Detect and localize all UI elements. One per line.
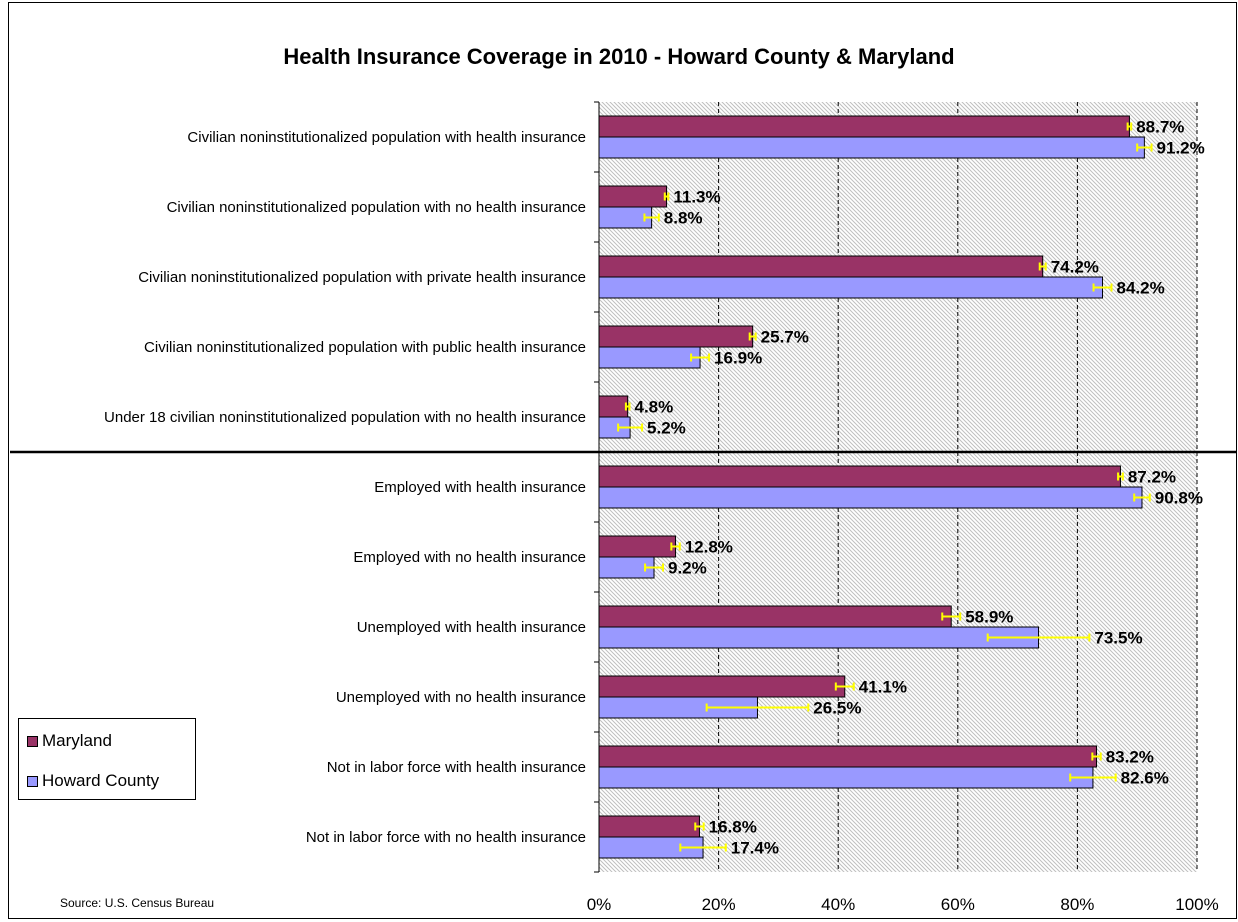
data-label: 4.8% bbox=[634, 398, 673, 417]
legend-label-maryland: Maryland bbox=[42, 731, 112, 750]
data-label: 5.2% bbox=[647, 419, 686, 438]
bar-maryland bbox=[598, 395, 629, 418]
bar-maryland bbox=[598, 535, 677, 558]
legend-item-maryland: Maryland bbox=[27, 731, 112, 751]
data-label: 25.7% bbox=[761, 328, 809, 347]
category-label: Not in labor force with no health insura… bbox=[306, 829, 586, 846]
legend-swatch-howard-county bbox=[27, 775, 38, 787]
category-label: Not in labor force with health insurance bbox=[327, 759, 586, 776]
data-label: 41.1% bbox=[859, 678, 907, 697]
legend-swatch-maryland bbox=[27, 735, 38, 747]
x-tick-label-80: 80% bbox=[1060, 895, 1094, 914]
x-tick-label-100: 100% bbox=[1175, 895, 1218, 914]
data-label: 91.2% bbox=[1157, 139, 1205, 158]
category-label: Unemployed with no health insurance bbox=[336, 689, 586, 706]
category-label: Civilian noninstitutionalized population… bbox=[144, 339, 586, 356]
data-label: 73.5% bbox=[1094, 629, 1142, 648]
bar-maryland bbox=[598, 255, 1044, 278]
category-label: Unemployed with health insurance bbox=[357, 619, 586, 636]
legend: Maryland Howard County bbox=[18, 718, 196, 800]
legend-item-howard-county: Howard County bbox=[27, 771, 159, 791]
bar-howard-county bbox=[598, 346, 701, 369]
data-label: 87.2% bbox=[1128, 468, 1176, 487]
category-label: Civilian noninstitutionalized population… bbox=[138, 269, 586, 286]
bar-maryland bbox=[598, 815, 700, 838]
data-label: 12.8% bbox=[685, 538, 733, 557]
bar-howard-county bbox=[598, 766, 1094, 789]
data-label: 11.3% bbox=[673, 188, 720, 207]
bar-maryland bbox=[598, 185, 668, 208]
category-label: Employed with no health insurance bbox=[353, 549, 586, 566]
legend-label-howard-county: Howard County bbox=[42, 771, 160, 790]
bar-maryland bbox=[598, 745, 1098, 768]
data-label: 16.9% bbox=[714, 349, 762, 368]
data-label: 58.9% bbox=[965, 608, 1013, 627]
data-label: 17.4% bbox=[731, 839, 779, 858]
data-label: 26.5% bbox=[813, 699, 861, 718]
data-label: 88.7% bbox=[1136, 118, 1184, 137]
bar-howard-county bbox=[598, 276, 1104, 299]
data-label: 84.2% bbox=[1116, 279, 1164, 298]
data-label: 8.8% bbox=[664, 209, 703, 228]
bar-maryland bbox=[598, 465, 1121, 488]
data-label: 83.2% bbox=[1106, 748, 1154, 767]
bar-howard-county bbox=[598, 486, 1143, 509]
x-tick-label-0: 0% bbox=[587, 895, 612, 914]
data-label: 16.8% bbox=[709, 818, 757, 837]
bar-maryland bbox=[598, 325, 754, 348]
data-label: 90.8% bbox=[1155, 489, 1203, 508]
x-tick-label-60: 60% bbox=[941, 895, 975, 914]
chart-title: Health Insurance Coverage in 2010 - Howa… bbox=[283, 44, 955, 69]
category-label: Civilian noninstitutionalized population… bbox=[167, 199, 586, 216]
x-tick-label-40: 40% bbox=[821, 895, 855, 914]
data-label: 9.2% bbox=[668, 559, 707, 578]
bar-howard-county bbox=[598, 136, 1145, 159]
bar-maryland bbox=[598, 115, 1130, 138]
bar-howard-county bbox=[598, 626, 1040, 649]
data-label: 74.2% bbox=[1051, 258, 1099, 277]
category-label: Employed with health insurance bbox=[374, 479, 586, 496]
category-label: Civilian noninstitutionalized population… bbox=[187, 129, 586, 146]
bar-maryland bbox=[598, 675, 846, 698]
category-label: Under 18 civilian noninstitutionalized p… bbox=[104, 409, 586, 426]
data-label: 82.6% bbox=[1121, 769, 1169, 788]
x-tick-label-20: 20% bbox=[702, 895, 736, 914]
bar-maryland bbox=[598, 605, 952, 628]
source-note: Source: U.S. Census Bureau bbox=[60, 896, 215, 910]
